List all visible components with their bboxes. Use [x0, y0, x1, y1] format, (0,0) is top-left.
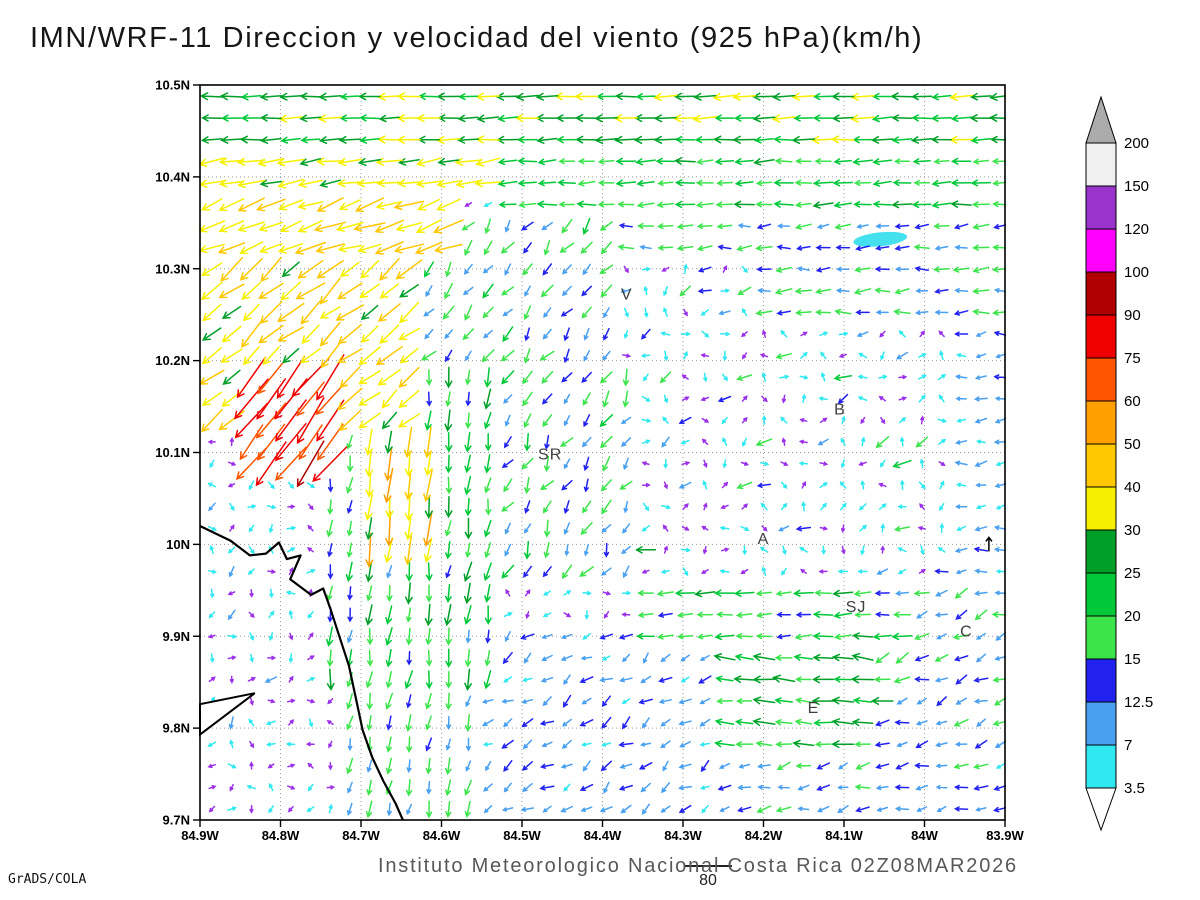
svg-text:200: 200 [1124, 135, 1149, 152]
wind-arrows [199, 92, 1006, 819]
colorbar [1085, 95, 1117, 832]
svg-text:A: A [758, 531, 770, 548]
svg-text:90: 90 [1124, 307, 1141, 324]
svg-text:84.1W: 84.1W [825, 828, 863, 843]
colorbar-above-arrow [1085, 95, 1117, 144]
chart-title: IMN/WRF-11 Direccion y velocidad del vie… [30, 22, 924, 54]
svg-text:3.5: 3.5 [1124, 780, 1145, 797]
svg-text:SR: SR [538, 446, 562, 463]
svg-text:E: E [808, 700, 820, 717]
svg-text:60: 60 [1124, 393, 1141, 410]
svg-text:10.2N: 10.2N [155, 353, 190, 368]
axis-labels: 84.9W 84.8W 84.7W 84.6W 84.5W 84.4W 84.3W 84.2W… [155, 78, 1024, 844]
svg-text:120: 120 [1124, 221, 1149, 238]
svg-text:84W: 84W [911, 828, 938, 843]
svg-text:84.2W: 84.2W [745, 828, 783, 843]
svg-text:9.8N: 9.8N [163, 721, 190, 736]
svg-text:84.9W: 84.9W [181, 828, 219, 843]
svg-text:10.5N: 10.5N [155, 78, 190, 93]
svg-text:10.4N: 10.4N [155, 169, 190, 184]
station-labels: V B SR A SJ C E [538, 286, 973, 717]
svg-text:10.1N: 10.1N [155, 445, 190, 460]
colorbar-labels: 3.5 7 12.5 15 20 25 30 40 50 60 75 90 100 120 150 200 [1124, 135, 1153, 797]
svg-text:84.4W: 84.4W [584, 828, 622, 843]
cyan-shaded-patch [853, 231, 908, 247]
svg-text:150: 150 [1124, 178, 1149, 195]
svg-text:B: B [834, 401, 846, 418]
svg-text:V: V [621, 286, 633, 303]
svg-text:10.3N: 10.3N [155, 261, 190, 276]
svg-text:12.5: 12.5 [1124, 694, 1153, 711]
svg-text:50: 50 [1124, 436, 1141, 453]
footer-caption: Instituto Meteorologico Nacional Costa R… [378, 855, 1018, 877]
svg-text:9.7N: 9.7N [163, 813, 190, 828]
svg-text:30: 30 [1124, 522, 1141, 539]
svg-text:84.3W: 84.3W [664, 828, 702, 843]
lat-lon-grid [199, 84, 1006, 821]
svg-text:84.5W: 84.5W [503, 828, 541, 843]
axes [193, 84, 1006, 827]
svg-text:100: 100 [1124, 264, 1149, 281]
black-arrow-mark [985, 536, 993, 552]
puntarenas-spit [199, 692, 256, 737]
svg-text:9.9N: 9.9N [163, 629, 190, 644]
grads-cola-credit: GrADS/COLA [8, 872, 87, 887]
reference-vector-label: 80 [699, 872, 717, 889]
svg-text:15: 15 [1124, 651, 1141, 668]
colorbar-below-arrow [1085, 787, 1117, 832]
svg-text:C: C [960, 624, 973, 641]
svg-text:10N: 10N [166, 537, 190, 552]
svg-text:75: 75 [1124, 350, 1141, 367]
svg-text:84.7W: 84.7W [342, 828, 380, 843]
svg-text:83.9W: 83.9W [986, 828, 1024, 843]
svg-text:84.8W: 84.8W [262, 828, 300, 843]
svg-text:84.6W: 84.6W [423, 828, 461, 843]
svg-text:40: 40 [1124, 479, 1141, 496]
svg-text:25: 25 [1124, 565, 1141, 582]
svg-text:20: 20 [1124, 608, 1141, 625]
coastline [199, 525, 404, 821]
svg-text:7: 7 [1124, 737, 1132, 754]
svg-text:SJ: SJ [846, 599, 867, 616]
